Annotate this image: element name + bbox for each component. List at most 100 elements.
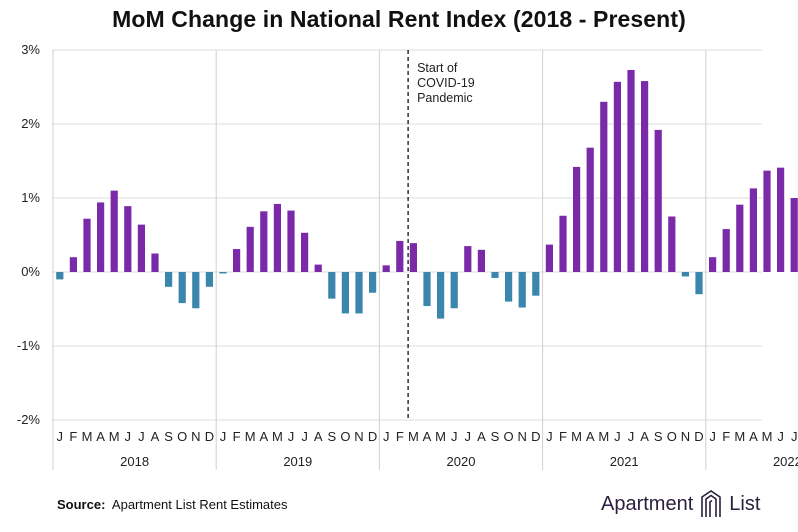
- apartment-list-logo: Apartment List: [601, 488, 760, 520]
- x-month-label: N: [191, 429, 200, 444]
- x-month-label: S: [654, 429, 663, 444]
- bar: [627, 69, 635, 272]
- bar: [641, 81, 649, 272]
- bar: [505, 272, 513, 302]
- bar: [328, 272, 336, 299]
- bar: [790, 198, 798, 272]
- bar: [396, 240, 404, 272]
- bar: [681, 272, 689, 277]
- y-tick-label: 1%: [21, 190, 40, 205]
- bar: [450, 272, 458, 309]
- x-month-label: J: [125, 429, 132, 444]
- bar: [722, 229, 730, 272]
- bar: [137, 224, 145, 272]
- x-month-label: M: [408, 429, 419, 444]
- x-month-label: J: [546, 429, 553, 444]
- x-month-label: N: [518, 429, 527, 444]
- x-month-label: J: [791, 429, 798, 444]
- bar: [695, 272, 703, 295]
- bar: [586, 147, 594, 272]
- x-month-label: N: [681, 429, 690, 444]
- bar: [613, 81, 621, 272]
- x-month-label: O: [667, 429, 677, 444]
- x-month-label: M: [762, 429, 773, 444]
- x-month-label: J: [57, 429, 64, 444]
- bar: [124, 206, 132, 272]
- x-month-label: D: [205, 429, 214, 444]
- x-month-label: J: [451, 429, 458, 444]
- x-month-label: J: [220, 429, 227, 444]
- x-month-label: J: [301, 429, 308, 444]
- x-month-label: S: [164, 429, 173, 444]
- bar: [205, 272, 213, 287]
- x-month-label: S: [491, 429, 500, 444]
- x-year-label: 2021: [610, 454, 639, 469]
- bar: [260, 211, 268, 272]
- bar: [233, 249, 241, 272]
- x-month-label: M: [245, 429, 256, 444]
- bar: [559, 215, 567, 272]
- bar: [709, 257, 717, 272]
- bar: [301, 232, 309, 272]
- bar: [600, 101, 608, 272]
- x-month-label: M: [82, 429, 93, 444]
- x-month-label: M: [435, 429, 446, 444]
- bar: [518, 272, 526, 308]
- annotation-text: Pandemic: [417, 91, 473, 105]
- bar: [151, 253, 159, 272]
- x-month-label: A: [259, 429, 268, 444]
- x-month-label: J: [465, 429, 472, 444]
- y-tick-label: -2%: [17, 412, 41, 427]
- bar: [437, 272, 445, 319]
- x-month-label: A: [314, 429, 323, 444]
- y-tick-label: -1%: [17, 338, 41, 353]
- x-month-label: A: [749, 429, 758, 444]
- x-month-label: F: [69, 429, 77, 444]
- bar: [287, 210, 295, 272]
- bar: [532, 272, 540, 296]
- brand-name-2: List: [729, 492, 761, 515]
- source-note: Source: Apartment List Rent Estimates: [57, 497, 288, 512]
- bar: [355, 272, 363, 314]
- annotation-text: Start of: [417, 61, 458, 75]
- x-month-label: D: [694, 429, 703, 444]
- y-tick-label: 0%: [21, 264, 40, 279]
- bar: [573, 166, 581, 272]
- x-year-label: 2019: [283, 454, 312, 469]
- x-month-label: N: [354, 429, 363, 444]
- bar: [165, 272, 173, 287]
- bar: [178, 272, 186, 304]
- bar: [777, 167, 785, 272]
- chart-title: MoM Change in National Rent Index (2018 …: [112, 6, 686, 32]
- bar: [192, 272, 200, 309]
- bar: [409, 243, 417, 272]
- bar: [477, 249, 485, 272]
- x-month-label: J: [709, 429, 716, 444]
- bar: [273, 203, 281, 272]
- bar: [382, 265, 390, 272]
- bar: [69, 257, 77, 272]
- x-year-label: 2020: [447, 454, 476, 469]
- x-month-label: D: [531, 429, 540, 444]
- x-month-label: J: [614, 429, 621, 444]
- x-month-label: O: [504, 429, 514, 444]
- x-year-label: 2022: [773, 454, 798, 469]
- x-month-label: S: [327, 429, 336, 444]
- bar: [246, 226, 254, 272]
- bar: [545, 244, 553, 272]
- bar: [56, 272, 64, 280]
- bar: [219, 272, 227, 274]
- bar: [749, 188, 757, 272]
- x-month-label: F: [722, 429, 730, 444]
- building-logo-icon: [701, 490, 722, 517]
- x-month-label: F: [396, 429, 404, 444]
- bar: [369, 272, 377, 293]
- x-month-label: J: [288, 429, 295, 444]
- x-month-label: M: [571, 429, 582, 444]
- brand-name-1: Apartment: [601, 492, 694, 515]
- x-month-label: O: [340, 429, 350, 444]
- x-month-label: M: [109, 429, 120, 444]
- x-month-label: F: [559, 429, 567, 444]
